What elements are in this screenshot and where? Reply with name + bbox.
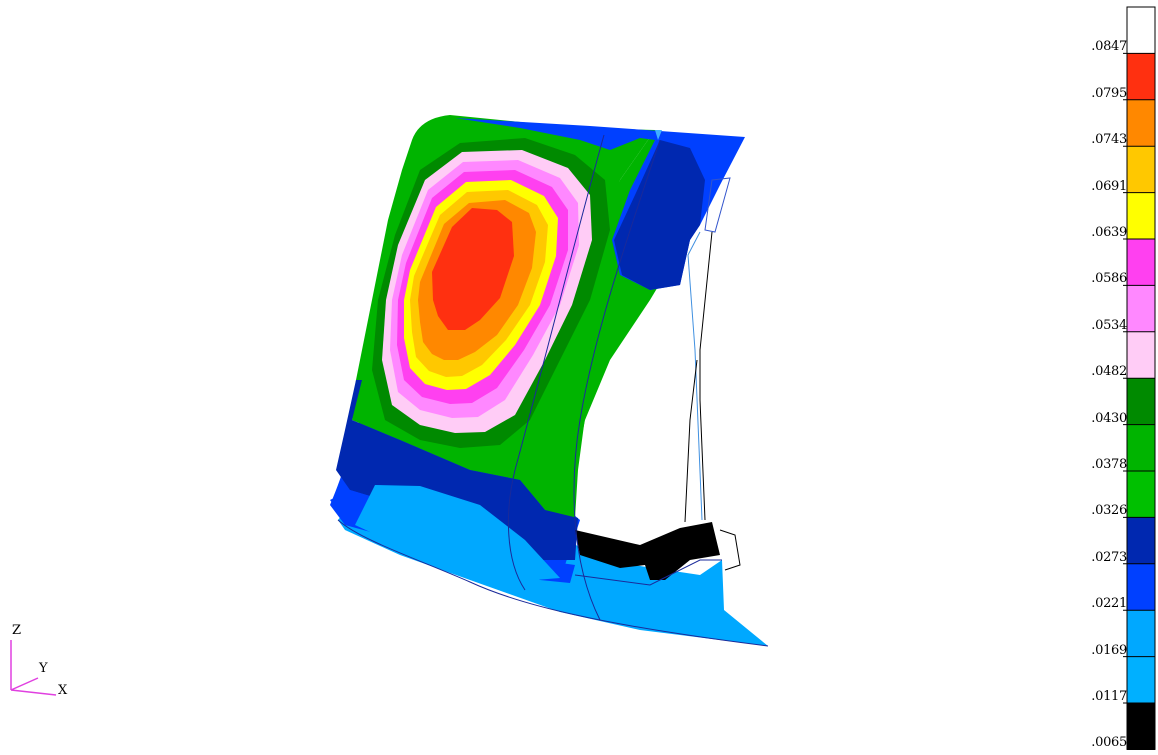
black-support xyxy=(575,522,720,580)
legend-label: .0065 xyxy=(1091,735,1127,751)
legend-label: .0639 xyxy=(1091,225,1127,240)
legend-label: .0430 xyxy=(1091,410,1127,426)
legend-label: .0378 xyxy=(1091,457,1127,472)
legend-swatch xyxy=(1127,656,1155,704)
legend-label: .0691 xyxy=(1091,178,1127,194)
legend-swatch xyxy=(1127,99,1155,147)
rib-outline-top xyxy=(704,177,731,233)
legend-swatch xyxy=(1127,192,1155,240)
legend-swatch xyxy=(1127,610,1155,658)
legend-swatch xyxy=(1127,378,1155,426)
triad-x-label: X xyxy=(58,683,68,698)
color-legend-bar xyxy=(1123,6,1156,750)
legend-swatch xyxy=(1127,285,1155,333)
flange-edge xyxy=(574,559,722,586)
triad-y-label: Y xyxy=(39,661,48,676)
legend-swatch xyxy=(1127,424,1155,472)
left-navy-edge xyxy=(336,380,578,560)
legend-swatch xyxy=(1127,7,1155,54)
deformed-shell-model[interactable] xyxy=(330,115,769,647)
shell-seam-1 xyxy=(507,134,605,591)
legend-swatch xyxy=(1127,239,1155,286)
triad-x-axis xyxy=(10,689,57,696)
legend-label: .0117 xyxy=(1091,689,1127,704)
legend-swatch xyxy=(1127,146,1155,194)
legend-label: .0326 xyxy=(1091,503,1127,519)
legend-swatch xyxy=(1127,517,1155,565)
legend-label: .0221 xyxy=(1091,596,1127,612)
legend-label: .0743 xyxy=(1091,132,1127,148)
legend-label: .0586 xyxy=(1091,271,1127,287)
contour-ring-7 xyxy=(432,208,514,330)
shell-seam-2 xyxy=(573,139,661,621)
base-edge xyxy=(337,519,769,647)
triad-z-label: Z xyxy=(12,623,22,638)
legend-swatch xyxy=(1127,703,1155,750)
legend-label: .0534 xyxy=(1091,317,1127,333)
triad-y-axis xyxy=(10,677,39,691)
bracket-outline xyxy=(719,529,741,571)
stiffener-line-2 xyxy=(699,231,713,521)
legend-swatch xyxy=(1127,471,1155,518)
legend-label: .0273 xyxy=(1091,549,1127,565)
top-accent xyxy=(655,130,662,140)
legend-label: .0482 xyxy=(1091,364,1127,380)
coordinate-triad xyxy=(10,640,57,696)
legend-label: .0847 xyxy=(1091,39,1127,55)
navy-patch xyxy=(614,140,705,290)
stiffener-line-1 xyxy=(687,231,703,521)
legend-swatch xyxy=(1127,331,1155,379)
legend-label: .0169 xyxy=(1091,642,1127,658)
legend-label: .0795 xyxy=(1091,85,1127,101)
legend-swatch xyxy=(1127,563,1155,611)
stiffener-line-3 xyxy=(684,359,698,523)
legend-swatch xyxy=(1127,53,1155,101)
cyan-bulge xyxy=(355,485,560,582)
